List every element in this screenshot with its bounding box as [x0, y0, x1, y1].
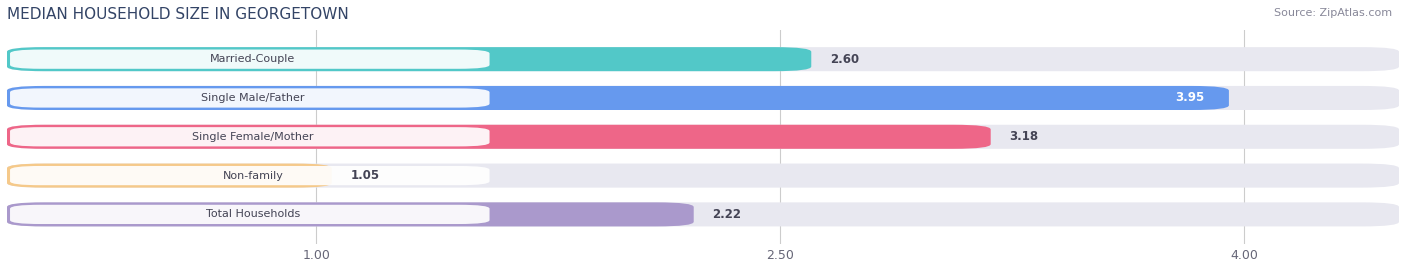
Text: 2.60: 2.60: [830, 53, 859, 66]
Text: Single Female/Mother: Single Female/Mother: [193, 132, 314, 142]
FancyBboxPatch shape: [7, 202, 693, 226]
FancyBboxPatch shape: [7, 125, 991, 149]
Text: Married-Couple: Married-Couple: [211, 54, 295, 64]
Text: 1.05: 1.05: [350, 169, 380, 182]
Text: 3.95: 3.95: [1175, 91, 1204, 104]
FancyBboxPatch shape: [10, 49, 489, 69]
Text: MEDIAN HOUSEHOLD SIZE IN GEORGETOWN: MEDIAN HOUSEHOLD SIZE IN GEORGETOWN: [7, 7, 349, 22]
FancyBboxPatch shape: [7, 202, 1399, 226]
FancyBboxPatch shape: [10, 205, 489, 224]
FancyBboxPatch shape: [10, 88, 489, 108]
Text: 3.18: 3.18: [1010, 130, 1039, 143]
FancyBboxPatch shape: [7, 47, 811, 71]
Text: Single Male/Father: Single Male/Father: [201, 93, 305, 103]
FancyBboxPatch shape: [7, 86, 1399, 110]
Text: Source: ZipAtlas.com: Source: ZipAtlas.com: [1274, 8, 1392, 18]
FancyBboxPatch shape: [7, 125, 1399, 149]
FancyBboxPatch shape: [7, 164, 1399, 187]
Text: Total Households: Total Households: [205, 209, 299, 220]
FancyBboxPatch shape: [7, 86, 1229, 110]
FancyBboxPatch shape: [10, 127, 489, 146]
FancyBboxPatch shape: [7, 164, 332, 187]
Text: Non-family: Non-family: [222, 171, 284, 180]
Text: 2.22: 2.22: [713, 208, 741, 221]
FancyBboxPatch shape: [10, 166, 489, 185]
FancyBboxPatch shape: [7, 47, 1399, 71]
